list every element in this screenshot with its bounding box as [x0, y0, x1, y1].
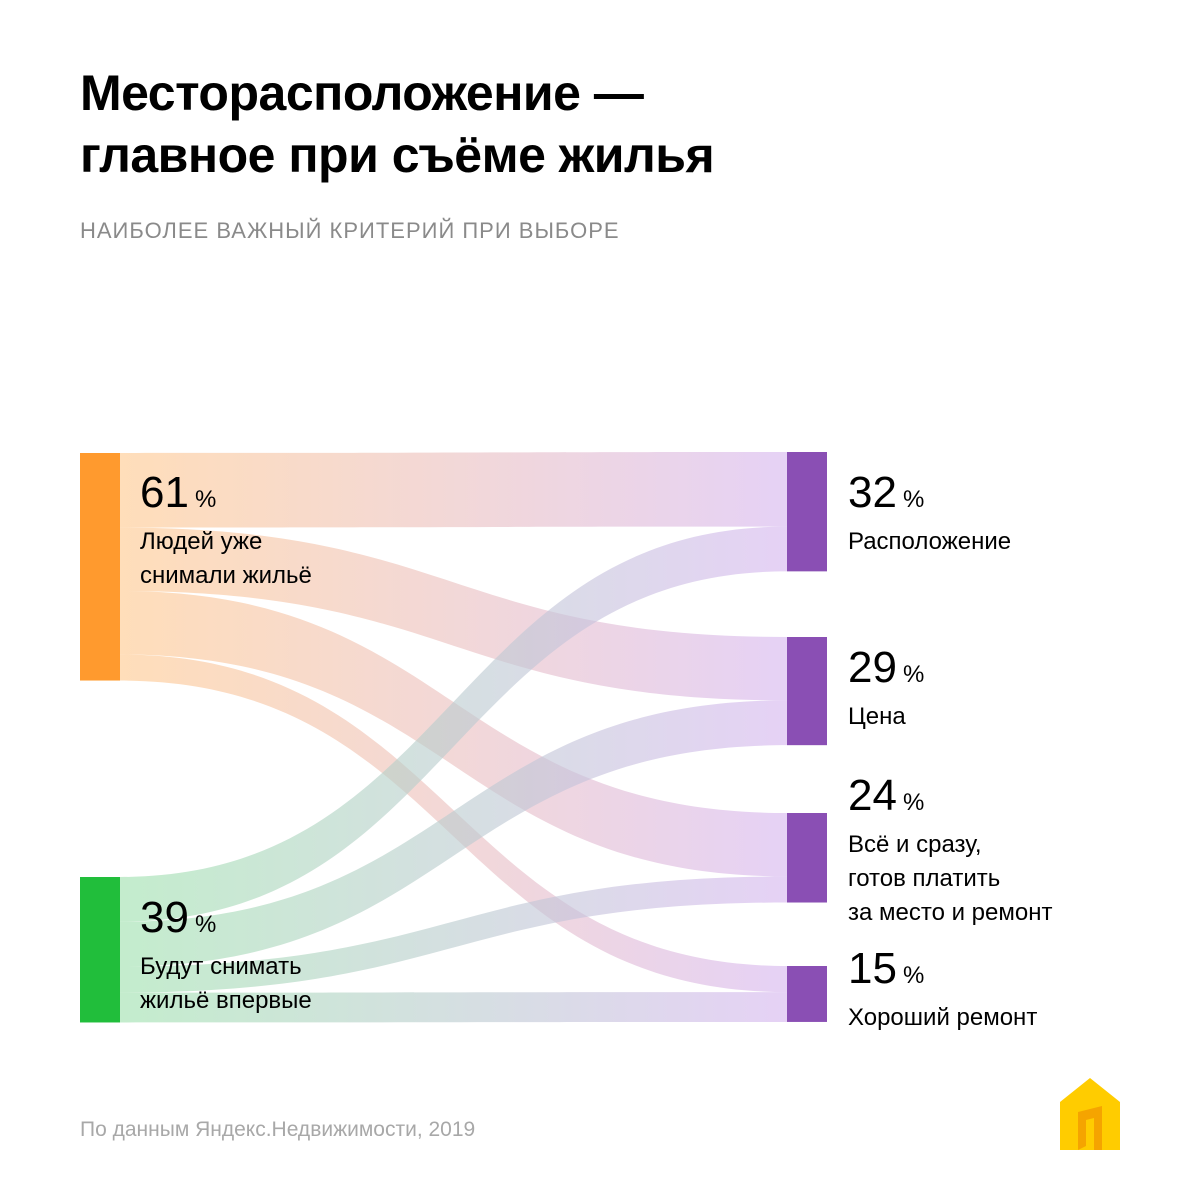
yandex-realty-house-icon	[1060, 1078, 1120, 1150]
title-line-1: Месторасположение —	[80, 65, 644, 121]
target-label-everything-text-1: Всё и сразу,	[848, 831, 982, 858]
target-node-location	[787, 452, 827, 572]
target-label-everything: 24 % Всё и сразу, готов платить за место и р…	[848, 771, 1052, 926]
target-label-renovation-text-1: Хороший ремонт	[848, 1004, 1037, 1031]
target-node-renovation	[787, 966, 827, 1022]
target-label-everything-text-3: за место и ремонт	[848, 899, 1052, 926]
source-label-first_time-value: 39%	[140, 893, 216, 942]
flow-link-first_time-everything	[120, 876, 787, 993]
target-label-price-value: 29%	[848, 643, 924, 692]
source-label-experienced-value: 61%	[140, 468, 216, 517]
target-label-everything-value: 24%	[848, 771, 924, 820]
source-label-experienced: 61 % Людей уже снимали жильё	[140, 468, 312, 589]
source-label-experienced-text-1: Людей уже	[140, 528, 262, 555]
chart-subtitle: НАИБОЛЕЕ ВАЖНЫЙ КРИТЕРИЙ ПРИ ВЫБОРЕ	[80, 218, 620, 243]
source-label-first_time-text-2: жильё впервые	[140, 987, 312, 1014]
target-node-price	[787, 637, 827, 746]
flow-link-experienced-location	[120, 452, 787, 528]
title-line-2: главное при съёме жилья	[80, 127, 715, 183]
target-label-location-value: 32%	[848, 468, 924, 517]
target-label-location: 32 % Расположение	[848, 468, 1011, 555]
source-label-experienced-text-2: снимали жильё	[140, 562, 312, 589]
flow-links	[120, 452, 787, 1023]
flow-link-first_time-location	[120, 526, 787, 922]
source-node-experienced	[80, 453, 120, 681]
source-label-first_time: 39 % Будут снимать жильё впервые	[140, 893, 312, 1014]
flow-link-experienced-price	[120, 527, 787, 701]
target-label-price: 29 % Цена	[848, 643, 924, 730]
target-label-everything-text-2: готов платить	[848, 865, 1000, 892]
target-label-price-text-1: Цена	[848, 703, 906, 730]
page-title: Месторасположение — главное при съёме жи…	[80, 62, 715, 186]
target-label-location-text-1: Расположение	[848, 528, 1011, 555]
flow-link-first_time-renovation	[120, 992, 787, 1023]
source-note: По данным Яндекс.Недвижимости, 2019	[80, 1118, 476, 1141]
source-node-first_time	[80, 877, 120, 1023]
flow-link-first_time-price	[120, 700, 787, 967]
target-label-renovation: 15 % Хороший ремонт	[848, 944, 1037, 1031]
target-label-renovation-value: 15%	[848, 944, 924, 993]
target-node-everything	[787, 813, 827, 903]
source-label-first_time-text-1: Будут снимать	[140, 953, 302, 980]
